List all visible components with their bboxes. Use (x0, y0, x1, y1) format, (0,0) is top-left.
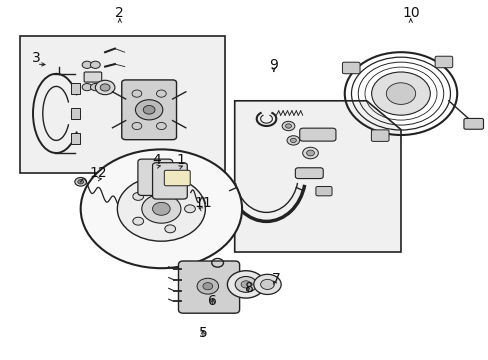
Circle shape (386, 83, 415, 104)
Circle shape (156, 90, 166, 97)
FancyBboxPatch shape (178, 261, 239, 313)
Text: 10: 10 (401, 6, 419, 19)
Bar (71, 83, 80, 94)
Circle shape (132, 90, 142, 97)
Circle shape (371, 72, 429, 115)
Circle shape (133, 193, 143, 201)
Circle shape (78, 180, 83, 184)
Polygon shape (234, 101, 400, 252)
Circle shape (152, 202, 170, 215)
Circle shape (142, 194, 181, 223)
Circle shape (95, 80, 115, 95)
Circle shape (75, 177, 86, 186)
Circle shape (260, 279, 274, 289)
Circle shape (376, 133, 383, 138)
Text: 12: 12 (89, 166, 106, 180)
FancyBboxPatch shape (138, 159, 172, 195)
Bar (71, 133, 80, 144)
Text: 1: 1 (176, 153, 185, 167)
FancyBboxPatch shape (295, 168, 323, 179)
Circle shape (90, 61, 100, 68)
FancyBboxPatch shape (342, 62, 359, 74)
Text: 3: 3 (32, 51, 41, 64)
Text: 9: 9 (269, 58, 278, 72)
Circle shape (156, 122, 166, 130)
Circle shape (90, 84, 100, 91)
FancyBboxPatch shape (152, 163, 187, 199)
Circle shape (282, 121, 294, 131)
Text: 4: 4 (152, 153, 161, 167)
Circle shape (132, 122, 142, 130)
Text: 2: 2 (115, 6, 124, 19)
Circle shape (347, 66, 354, 71)
FancyBboxPatch shape (122, 80, 176, 140)
Circle shape (440, 59, 447, 64)
Circle shape (133, 217, 143, 225)
Text: 5: 5 (198, 326, 207, 340)
FancyBboxPatch shape (434, 56, 452, 68)
Bar (71, 108, 80, 119)
Text: 7: 7 (271, 272, 280, 286)
Circle shape (203, 283, 212, 290)
Circle shape (100, 84, 110, 91)
FancyBboxPatch shape (164, 170, 190, 186)
Circle shape (290, 138, 296, 143)
Circle shape (82, 84, 92, 91)
Text: 6: 6 (208, 294, 217, 307)
Circle shape (285, 124, 291, 128)
Circle shape (306, 150, 314, 156)
Circle shape (235, 276, 256, 292)
Bar (20, 36, 224, 173)
Circle shape (135, 100, 163, 120)
Circle shape (227, 271, 264, 298)
Circle shape (82, 61, 92, 68)
Circle shape (253, 274, 281, 294)
FancyBboxPatch shape (463, 118, 483, 129)
FancyBboxPatch shape (371, 130, 388, 141)
Circle shape (164, 225, 175, 233)
Circle shape (164, 185, 175, 193)
FancyBboxPatch shape (315, 186, 331, 196)
Text: 8: 8 (244, 281, 253, 295)
Circle shape (241, 281, 250, 288)
Circle shape (81, 149, 242, 268)
Circle shape (197, 278, 218, 294)
Text: 11: 11 (194, 197, 211, 210)
FancyBboxPatch shape (84, 72, 102, 82)
Circle shape (117, 176, 205, 241)
Circle shape (143, 105, 155, 114)
FancyBboxPatch shape (299, 128, 335, 141)
Circle shape (184, 205, 195, 213)
Circle shape (286, 136, 299, 145)
Circle shape (302, 147, 318, 159)
